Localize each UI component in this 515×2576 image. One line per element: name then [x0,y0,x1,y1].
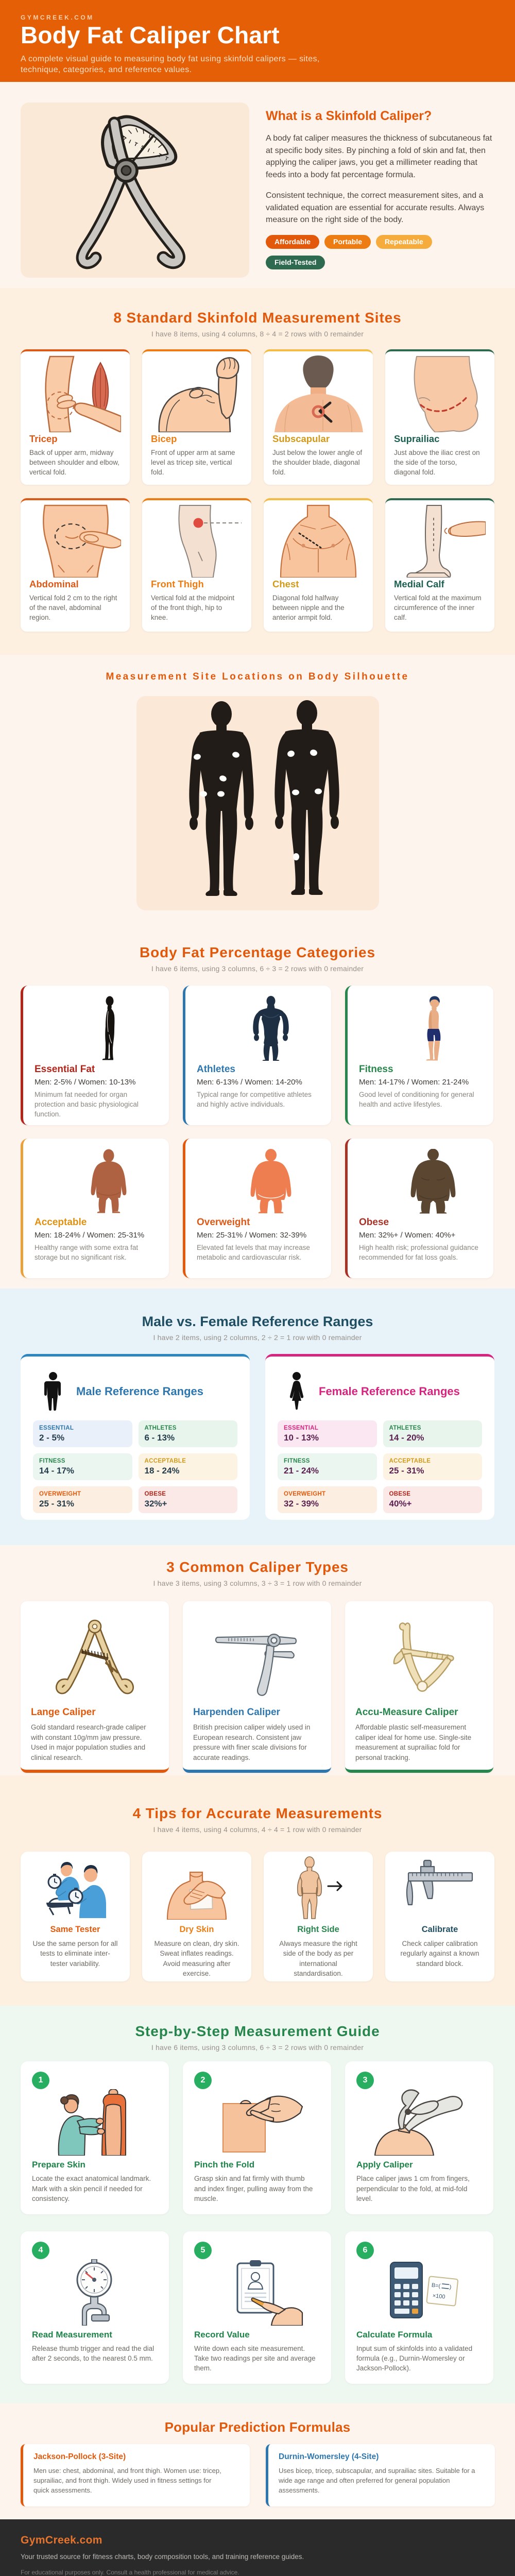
svg-text:): ) [449,2284,452,2290]
svg-text:×100: ×100 [432,2293,445,2300]
svg-text:B=(: B=( [431,2282,441,2289]
